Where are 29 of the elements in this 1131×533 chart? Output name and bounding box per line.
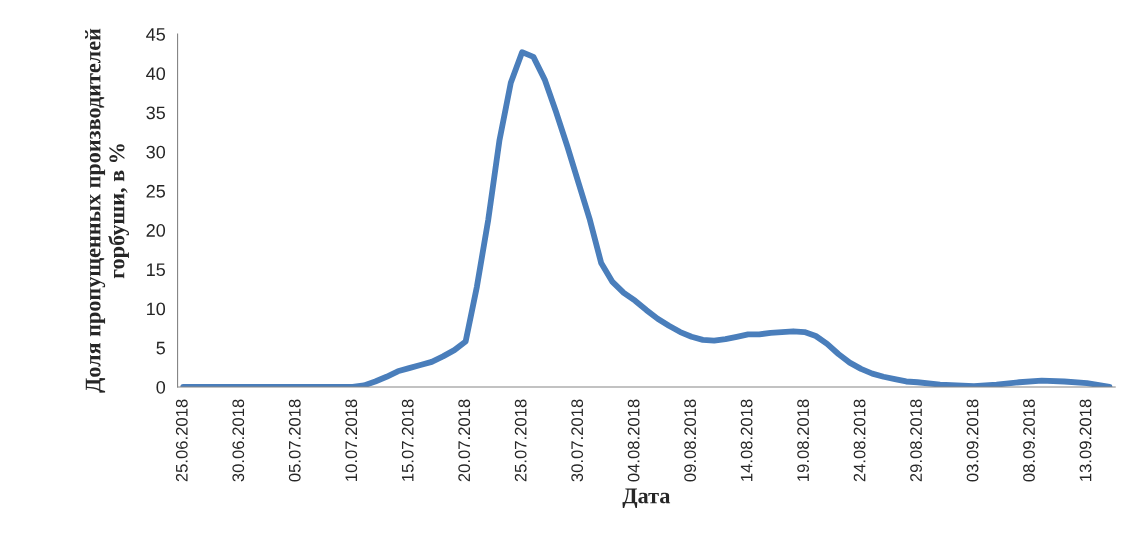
x-tick-label: 30.06.2018 (232, 399, 245, 482)
x-tick-label: 25.07.2018 (514, 399, 527, 482)
y-tick-label: 30 (146, 145, 166, 159)
y-tick-label: 20 (146, 224, 166, 237)
x-tick-label: 15.07.2018 (401, 399, 414, 481)
y-tick-label: 15 (147, 263, 166, 277)
x-tick-label: 08.09.2018 (1023, 399, 1035, 482)
x-tick-label: 14.08.2018 (740, 399, 753, 481)
y-axis-title: Доля пропущенных производителей горбуши, в % (85, 28, 130, 393)
x-tick-label: 05.07.2018 (288, 399, 301, 482)
y-tick-label: 25 (146, 184, 166, 198)
x-tick-label: 19.08.2018 (797, 399, 809, 481)
x-tick-label: 29.08.2018 (910, 399, 922, 482)
y-tick-label: 40 (146, 67, 166, 81)
y-tick-label: 5 (156, 341, 166, 355)
x-tick-label: 30.07.2018 (571, 399, 584, 482)
x-tick-label: 20.07.2018 (458, 399, 471, 482)
x-tick-label: 10.07.2018 (345, 399, 358, 481)
y-tick-label: 45 (146, 28, 166, 41)
x-axis-title: Дата (622, 488, 671, 508)
x-tick-label: 09.08.2018 (684, 399, 697, 482)
y-tick-label: 35 (146, 106, 166, 120)
x-tick-label: 24.08.2018 (853, 399, 866, 482)
y-tick-label: 10 (147, 302, 166, 316)
x-tick-label: 03.09.2018 (966, 399, 979, 482)
x-tick-label: 25.06.2018 (175, 399, 188, 482)
x-tick-label: 04.08.2018 (627, 399, 640, 482)
x-tick-label: 13.09.2018 (1079, 399, 1092, 481)
y-tick-label: 0 (156, 380, 166, 394)
